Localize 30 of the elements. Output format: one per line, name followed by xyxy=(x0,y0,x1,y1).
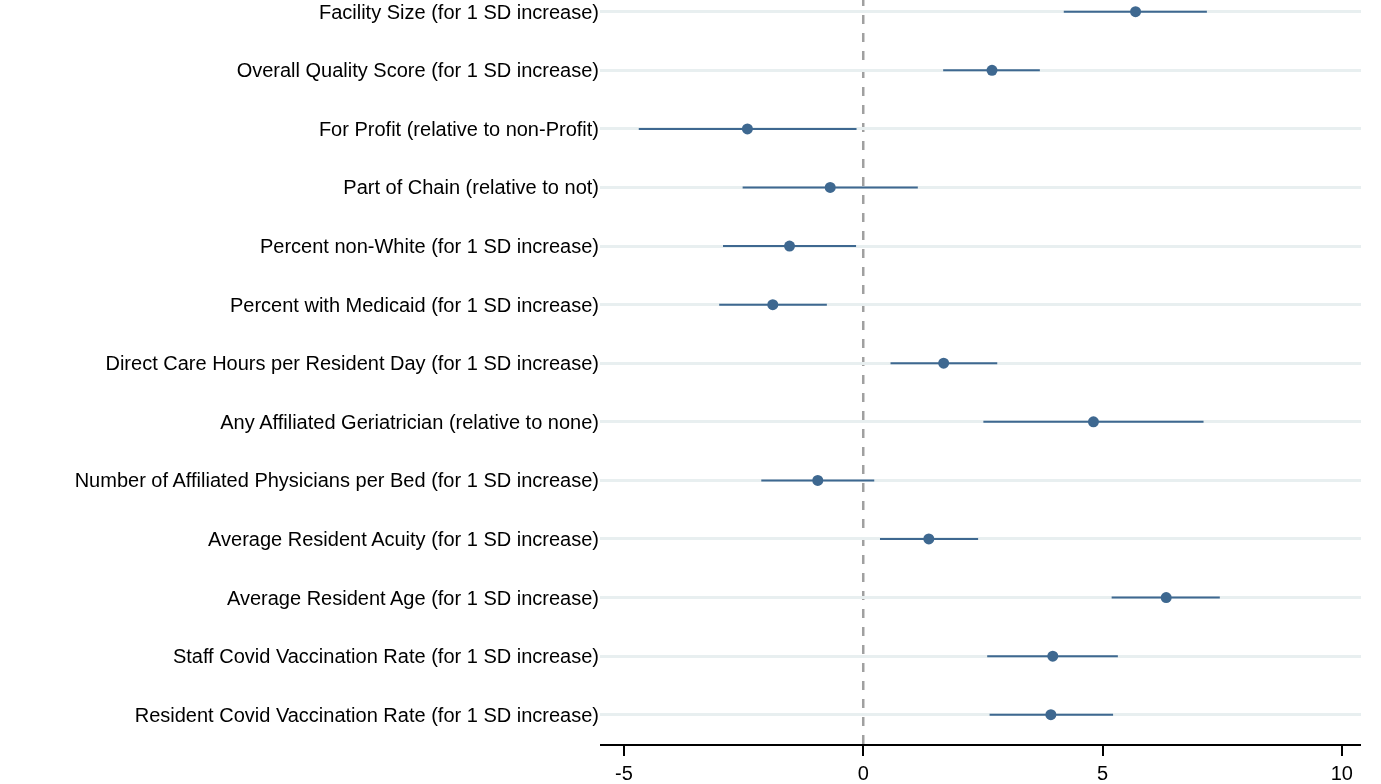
y-tick-label: Facility Size (for 1 SD increase) xyxy=(318,0,599,23)
x-tick-label: 5 xyxy=(1096,762,1109,784)
point xyxy=(812,474,824,486)
point xyxy=(1130,6,1142,18)
y-tick-label: Percent non-White (for 1 SD increase) xyxy=(259,235,599,258)
point xyxy=(824,181,836,193)
y-tick-label: For Profit (relative to non-Profit) xyxy=(318,117,599,140)
y-tick-label: Resident Covid Vaccination Rate (for 1 SD increase) xyxy=(134,703,599,726)
x-tick-label: -5 xyxy=(615,762,633,784)
point xyxy=(986,64,998,76)
point xyxy=(784,240,796,252)
point xyxy=(1045,709,1057,721)
y-tick-label: Average Resident Acuity (for 1 SD increase) xyxy=(208,527,599,550)
y-tick-label: Staff Covid Vaccination Rate (for 1 SD increase) xyxy=(172,645,599,668)
y-tick-label: Number of Affiliated Physicians per Bed (for 1 SD increase) xyxy=(74,469,599,492)
point xyxy=(767,299,779,311)
x-tick-label: 10 xyxy=(1330,762,1353,784)
point xyxy=(741,123,753,135)
y-tick-label: Average Resident Age (for 1 SD increase) xyxy=(226,586,599,609)
point xyxy=(1160,592,1172,604)
y-tick-label: Part of Chain (relative to not) xyxy=(343,176,599,199)
y-tick-label: Any Affiliated Geriatrician (relative to none) xyxy=(220,410,599,433)
point xyxy=(1087,416,1099,428)
point xyxy=(1047,650,1059,662)
y-tick-label: Overall Quality Score (for 1 SD increase) xyxy=(236,59,599,82)
y-tick-label: Percent with Medicaid (for 1 SD increase) xyxy=(229,293,599,316)
point xyxy=(938,357,950,369)
x-tick-label: 0 xyxy=(857,762,869,784)
y-tick-label: Direct Care Hours per Resident Day (for 1 SD increase) xyxy=(105,352,599,375)
point xyxy=(923,533,935,545)
